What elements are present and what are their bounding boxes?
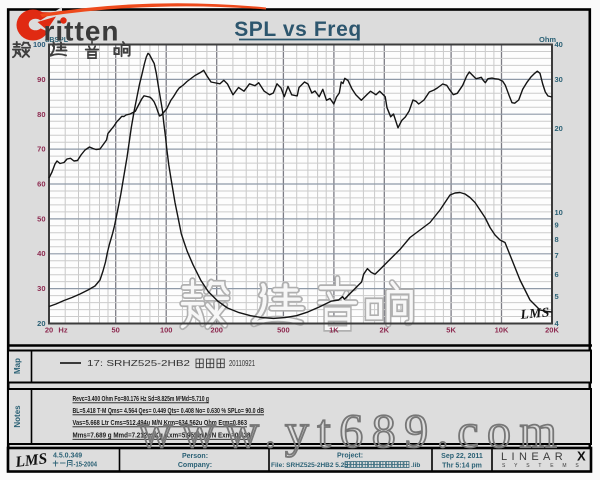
svg-text:Company:: Company: <box>178 462 212 469</box>
svg-text:9: 9 <box>555 221 559 230</box>
svg-text:60: 60 <box>37 180 45 189</box>
svg-text:30: 30 <box>37 284 45 293</box>
svg-text:File: SRHZ525-2HB2 5.25: File: SRHZ525-2HB2 5.25 <box>271 462 348 469</box>
svg-text:200: 200 <box>210 326 223 335</box>
svg-text:Revc=3.400 Ohm Fo=80.176 Hz: Revc=3.400 Ohm Fo=80.176 Hz Sd=8.825m M²… <box>73 394 210 403</box>
svg-text:Thr 5:14 pm: Thr 5:14 pm <box>442 463 482 470</box>
svg-text:BL=5.418 T·M Qms= 4.564 Qes=: BL=5.418 T·M Qms= 4.564 Qes= 0.449 Qts= … <box>73 406 265 415</box>
svg-text:Person:: Person: <box>182 453 208 460</box>
svg-text:5K: 5K <box>446 326 456 335</box>
svg-text:2K: 2K <box>380 326 390 335</box>
svg-text:4.5.0.349: 4.5.0.349 <box>53 453 82 460</box>
svg-text:Notes: Notes <box>13 405 22 428</box>
svg-text:Mms=7.689 g Mmd=7.212m Kg Kx: Mms=7.689 g Mmd=7.212m Kg Kxm=5.955m M/N… <box>73 431 251 440</box>
svg-text:50: 50 <box>37 214 45 223</box>
svg-text:20K: 20K <box>545 326 559 335</box>
svg-text:100: 100 <box>160 326 173 335</box>
svg-text:100: 100 <box>33 40 46 49</box>
svg-text:20: 20 <box>555 124 563 133</box>
svg-text:20: 20 <box>37 319 45 328</box>
svg-text:90: 90 <box>37 75 45 84</box>
svg-text:dBSPL: dBSPL <box>45 37 69 44</box>
svg-text:Map: Map <box>13 358 22 374</box>
svg-text:5: 5 <box>555 292 559 301</box>
svg-text:8: 8 <box>555 235 559 244</box>
svg-text:www.yt689.com: www.yt689.com <box>138 405 565 458</box>
svg-text:1K: 1K <box>329 326 339 335</box>
svg-text:50: 50 <box>112 326 120 335</box>
svg-text:SYSTEMS: SYSTEMS <box>502 463 588 469</box>
svg-text:40: 40 <box>37 249 45 258</box>
svg-text:.lib: .lib <box>411 462 420 469</box>
svg-text:10: 10 <box>555 208 563 217</box>
svg-text:6: 6 <box>555 270 559 279</box>
svg-text:ritten: ritten <box>44 16 120 47</box>
svg-text:17: SRHZ525-2HB2: 17: SRHZ525-2HB2 <box>87 359 191 368</box>
svg-text:Project:: Project: <box>337 453 363 460</box>
svg-text:40: 40 <box>555 40 563 49</box>
svg-text:20110921: 20110921 <box>229 359 255 368</box>
svg-text:80: 80 <box>37 110 45 119</box>
svg-text:20: 20 <box>45 326 53 335</box>
svg-text:500: 500 <box>277 326 290 335</box>
svg-text:SPL vs Freq: SPL vs Freq <box>234 18 362 41</box>
svg-text:LMS: LMS <box>13 450 48 471</box>
svg-text:10K: 10K <box>495 326 509 335</box>
svg-text:Sep 22, 2011: Sep 22, 2011 <box>441 453 483 460</box>
svg-text:LMS: LMS <box>519 304 550 322</box>
svg-text:LINEAR: LINEAR <box>501 451 567 463</box>
svg-text:-15-2004: -15-2004 <box>74 462 98 469</box>
svg-text:Vas=5.668 Ltr Cms=512.494u M/: Vas=5.668 Ltr Cms=512.494u M/N Krm=634.5… <box>73 418 248 427</box>
svg-text:Ohm: Ohm <box>539 35 556 44</box>
svg-text:30: 30 <box>555 75 563 84</box>
svg-text:4: 4 <box>555 319 560 328</box>
svg-text:X: X <box>577 449 586 464</box>
svg-text:Hz: Hz <box>58 326 67 335</box>
svg-text:70: 70 <box>37 145 45 154</box>
svg-text:7: 7 <box>555 251 559 260</box>
